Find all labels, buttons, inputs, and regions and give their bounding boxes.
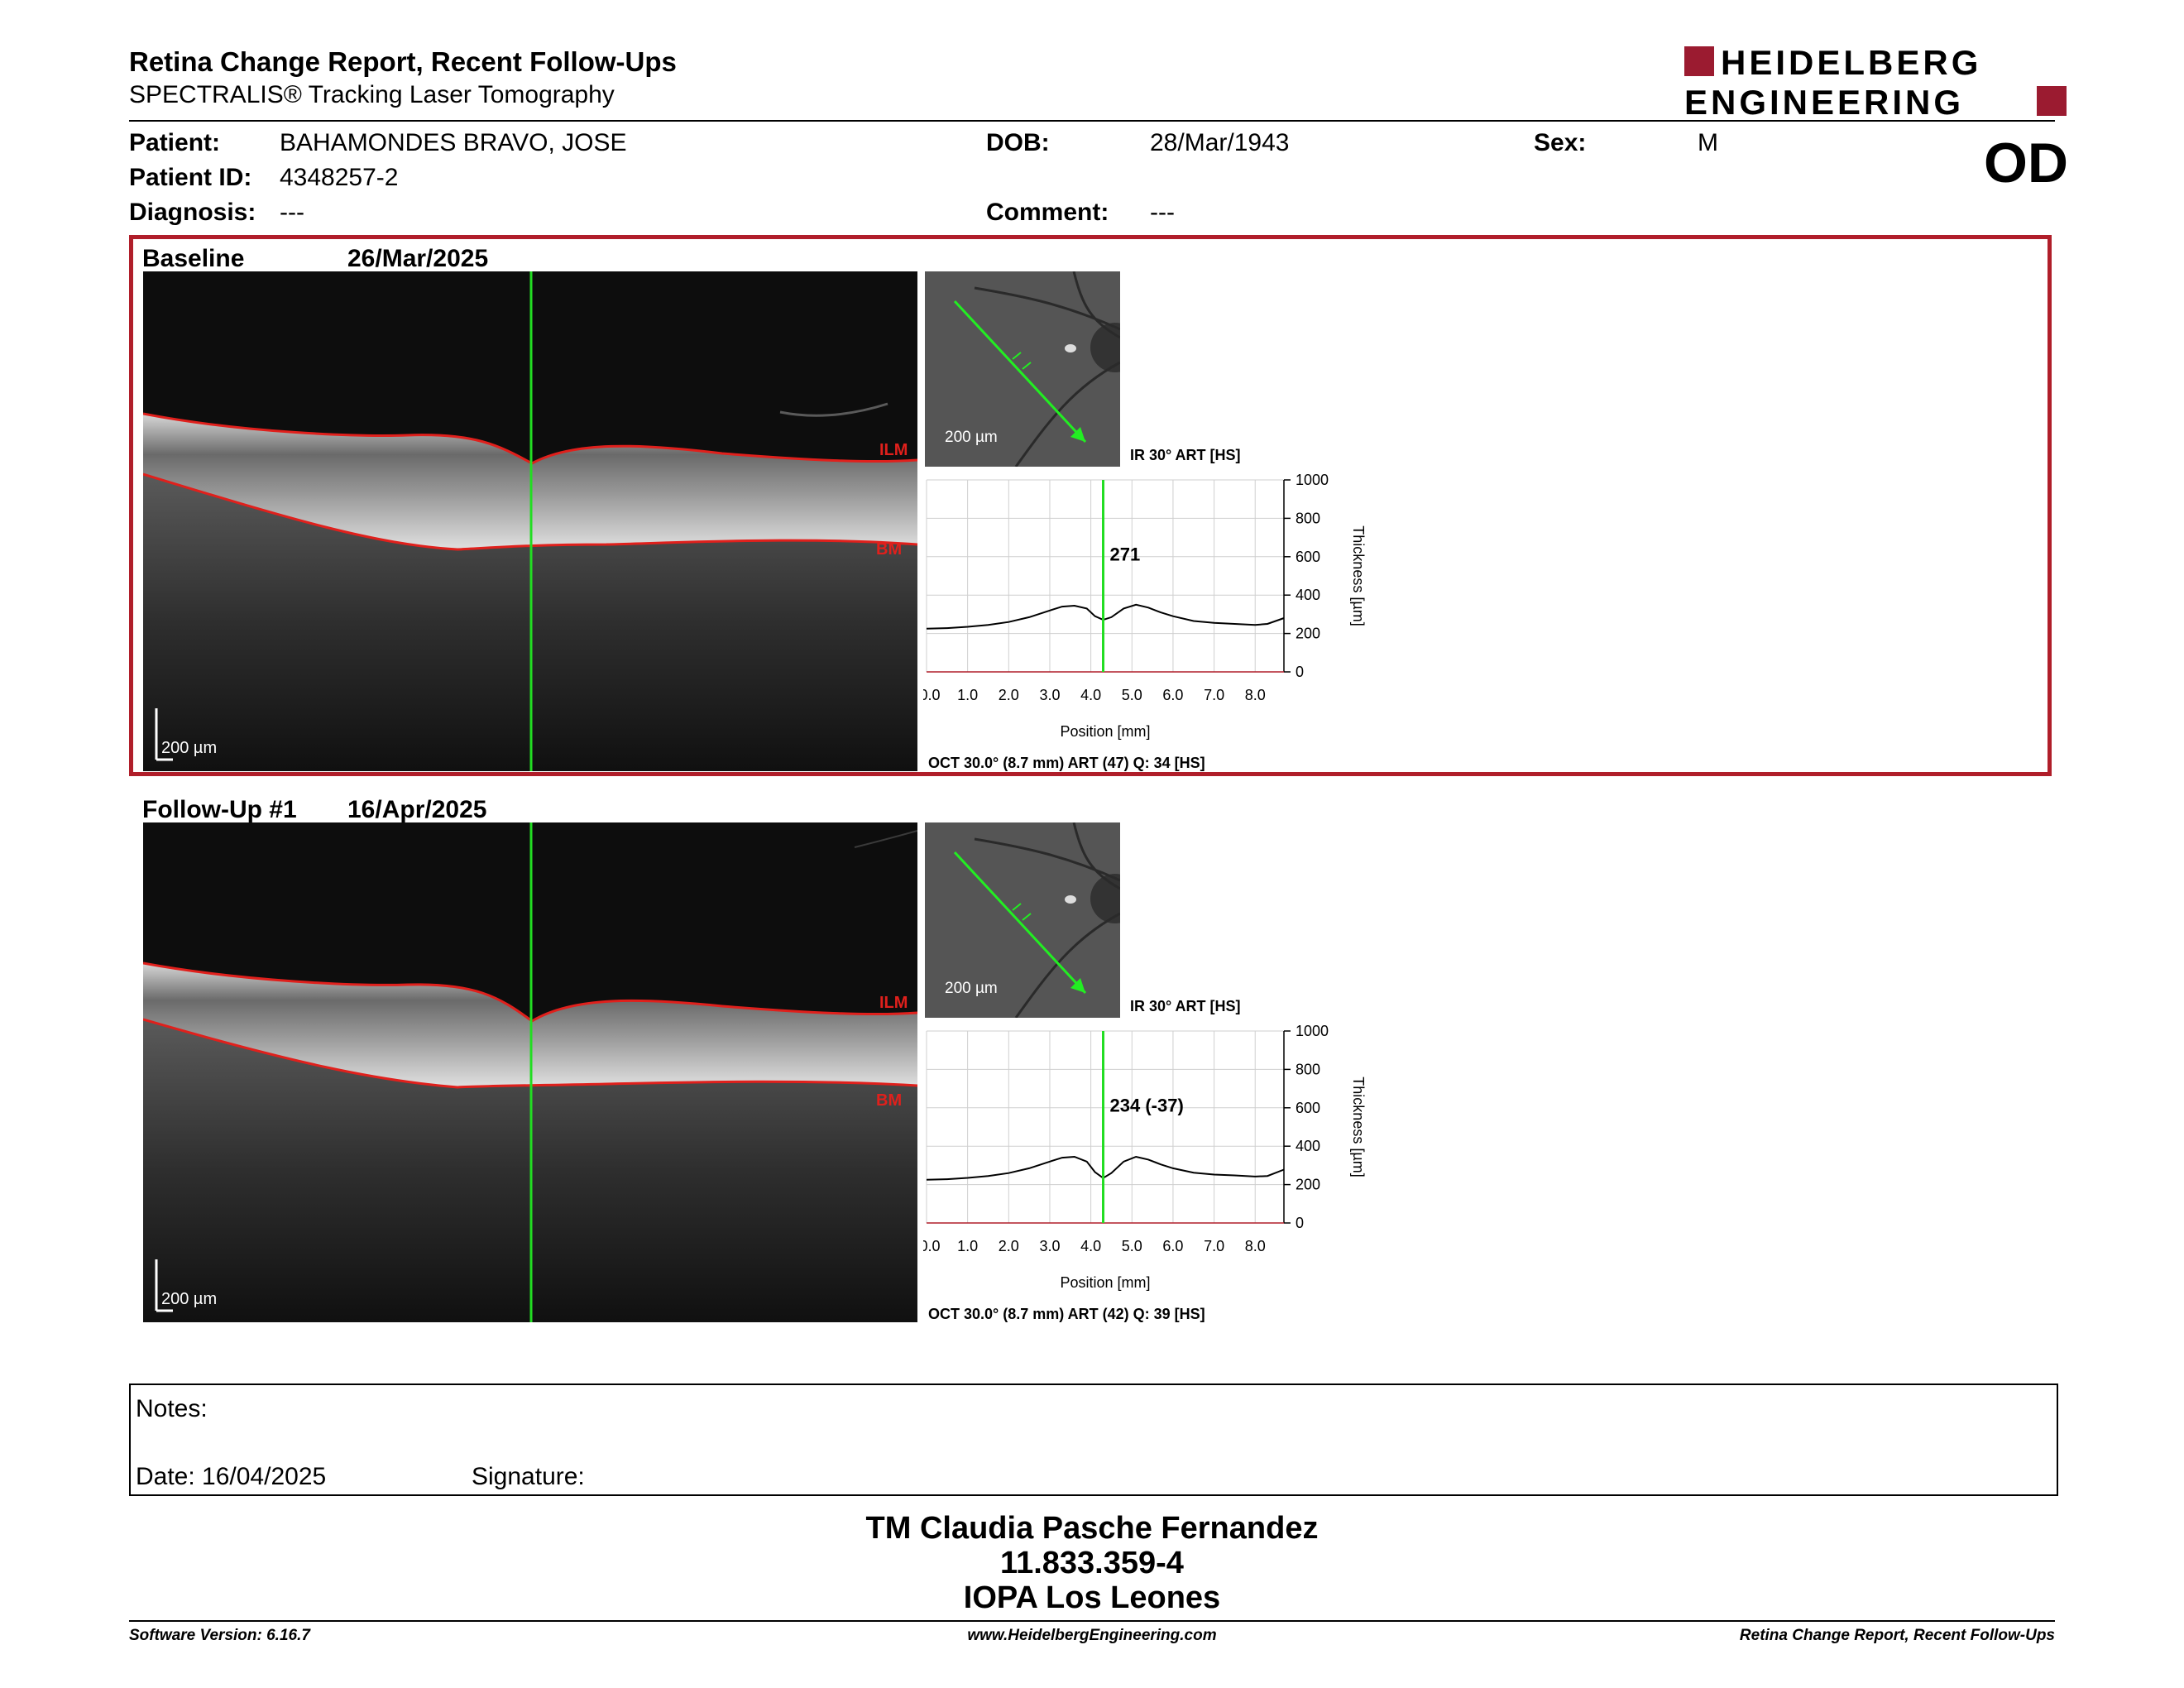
y-axis-title: Thickness [µm] <box>1350 1077 1367 1177</box>
diagnosis-label: Diagnosis: <box>129 199 256 226</box>
y-tick-label: 600 <box>1296 1100 1320 1116</box>
x-tick-label: 2.0 <box>999 687 1019 703</box>
x-tick-label: 0.0 <box>923 1238 941 1254</box>
thickness-series-line <box>926 603 1285 630</box>
followup-ilm-label: ILM <box>879 994 908 1012</box>
followup-oct-scale: 200 µm <box>161 1290 217 1308</box>
notes-box[interactable] <box>129 1383 2058 1496</box>
comment-label: Comment: <box>986 199 1109 226</box>
x-tick-label: 5.0 <box>1122 687 1142 703</box>
baseline-frame <box>129 235 2052 776</box>
y-tick-label: 200 <box>1296 1177 1320 1193</box>
eye-indicator: OD <box>1984 132 2068 194</box>
x-tick-label: 5.0 <box>1122 1238 1142 1254</box>
y-tick-label: 200 <box>1296 626 1320 642</box>
patient-label: Patient: <box>129 129 221 156</box>
dob-label: DOB: <box>986 129 1050 156</box>
signer-clinic: IOPA Los Leones <box>963 1580 1221 1615</box>
baseline-thickness-chart: 0 200 400 600 800 1000 0.0 1.0 2.0 3.0 4.0 5.0 6.0 7.… <box>919 472 1370 746</box>
x-tick-label: 7.0 <box>1204 687 1224 703</box>
report-subtitle: SPECTRALIS® Tracking Laser Tomography <box>129 81 615 108</box>
y-tick-label: 600 <box>1296 549 1320 565</box>
signer-name: TM Claudia Pasche Fernandez <box>865 1511 1319 1546</box>
followup-fundus-caption: IR 30° ART [HS] <box>1130 998 1241 1014</box>
logo-line2: ENGINEERING <box>1684 83 1964 119</box>
baseline-oct-bscan[interactable]: ILM BM 200 µm <box>143 271 917 771</box>
footer-report-name: Retina Change Report, Recent Follow-Ups <box>1739 1627 2055 1644</box>
baseline-date: 26/Mar/2025 <box>347 245 489 272</box>
baseline-bm-label: BM <box>876 540 902 559</box>
y-tick-label: 800 <box>1296 510 1320 526</box>
y-tick-label: 400 <box>1296 1138 1320 1154</box>
notes-date: Date: 16/04/2025 <box>136 1463 327 1490</box>
baseline-title: Baseline <box>142 245 245 272</box>
notes-label: Notes: <box>136 1395 208 1422</box>
x-axis-title: Position [mm] <box>1060 1274 1150 1291</box>
x-tick-label: 1.0 <box>957 687 978 703</box>
patient-id-value: 4348257-2 <box>280 164 399 191</box>
x-tick-label: 8.0 <box>1245 687 1266 703</box>
logo-line1: HEIDELBERG <box>1721 43 1981 82</box>
y-tick-label: 0 <box>1296 664 1304 680</box>
baseline-fundus-image[interactable]: 200 µm <box>925 271 1120 467</box>
x-tick-label: 6.0 <box>1162 1238 1183 1254</box>
baseline-fundus-caption: IR 30° ART [HS] <box>1130 447 1241 463</box>
patient-id-label: Patient ID: <box>129 164 252 191</box>
baseline-oct-caption: OCT 30.0° (8.7 mm) ART (47) Q: 34 [HS] <box>928 755 1205 771</box>
followup-title: Follow-Up #1 <box>142 796 297 823</box>
sex-label: Sex: <box>1534 129 1587 156</box>
x-tick-label: 1.0 <box>957 1238 978 1254</box>
report-title: Retina Change Report, Recent Follow-Ups <box>129 46 677 77</box>
x-tick-label: 6.0 <box>1162 687 1183 703</box>
followup-fundus-scale: 200 µm <box>945 980 998 997</box>
sex-value: M <box>1698 129 1718 156</box>
baseline-oct-scale: 200 µm <box>161 739 217 757</box>
x-tick-label: 8.0 <box>1245 1238 1266 1254</box>
footer-divider <box>129 1620 2055 1622</box>
y-tick-label: 0 <box>1296 1215 1304 1231</box>
header-divider <box>129 120 2055 122</box>
x-tick-label: 4.0 <box>1080 1238 1101 1254</box>
baseline-ilm-label: ILM <box>879 441 908 459</box>
marker-value-label: 234 (-37) <box>1110 1095 1184 1115</box>
x-tick-label: 3.0 <box>1039 1238 1060 1254</box>
signer-id: 11.833.359-4 <box>1000 1546 1184 1580</box>
signature-label: Signature: <box>472 1463 585 1490</box>
dob-value: 28/Mar/1943 <box>1150 129 1290 156</box>
x-tick-label: 4.0 <box>1080 687 1101 703</box>
x-tick-label: 0.0 <box>923 687 941 703</box>
marker-value-label: 271 <box>1110 544 1141 564</box>
thickness-series-line <box>926 1155 1285 1181</box>
followup-bm-label: BM <box>876 1091 902 1110</box>
heidelberg-logo: HEIDELBERG ENGINEERING <box>1684 43 2068 122</box>
y-tick-label: 1000 <box>1296 1023 1329 1039</box>
followup-oct-caption: OCT 30.0° (8.7 mm) ART (42) Q: 39 [HS] <box>928 1306 1205 1322</box>
y-tick-label: 1000 <box>1296 472 1329 488</box>
followup-date: 16/Apr/2025 <box>347 796 487 823</box>
x-tick-label: 2.0 <box>999 1238 1019 1254</box>
x-tick-label: 7.0 <box>1204 1238 1224 1254</box>
website-link[interactable]: www.HeidelbergEngineering.com <box>967 1627 1217 1644</box>
comment-value: --- <box>1150 199 1175 226</box>
patient-name: BAHAMONDES BRAVO, JOSE <box>280 129 627 156</box>
x-tick-label: 3.0 <box>1039 687 1060 703</box>
y-axis-title: Thickness [µm] <box>1350 525 1367 626</box>
followup-thickness-chart: 0 200 400 600 800 1000 0.0 1.0 2.0 3.0 4.0 5.0 6.0 7.… <box>919 1023 1370 1297</box>
followup-fundus-image[interactable]: 200 µm <box>925 822 1120 1018</box>
y-tick-label: 800 <box>1296 1061 1320 1077</box>
software-version: Software Version: 6.16.7 <box>129 1627 310 1644</box>
diagnosis-value: --- <box>280 199 304 226</box>
x-axis-title: Position [mm] <box>1060 723 1150 740</box>
followup-oct-bscan[interactable]: ILM BM 200 µm <box>143 822 917 1322</box>
baseline-fundus-scale: 200 µm <box>945 429 998 446</box>
y-tick-label: 400 <box>1296 587 1320 603</box>
